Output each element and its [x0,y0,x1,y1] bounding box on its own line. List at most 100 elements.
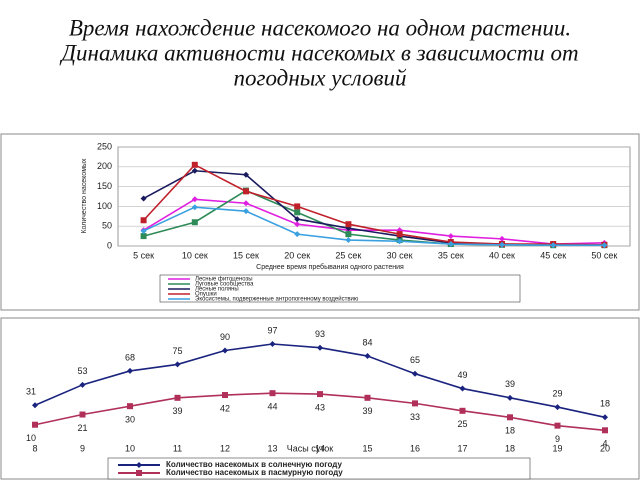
marker [396,238,403,245]
marker [32,421,38,428]
marker [294,203,301,210]
marker [554,422,561,429]
marker [412,370,418,377]
marker [191,196,198,203]
data-label: 97 [267,325,277,335]
data-label: 25 [457,419,467,429]
data-label: 4 [602,439,607,449]
slide-title: погодных условий [234,65,407,90]
marker [140,217,147,224]
marker [412,400,418,407]
data-label: 18 [505,426,515,436]
x-tick-label: 18 [505,443,515,453]
marker [317,344,323,351]
marker [345,221,352,228]
data-label: 9 [555,434,560,444]
x-tick-label: 50 сек [591,250,617,260]
x-tick-label: 14 [315,443,325,453]
data-label: 18 [600,399,610,409]
x-tick-label: 45 сек [540,250,566,260]
x-tick-label: 11 [173,443,182,453]
marker [136,462,142,468]
y-tick-label: 50 [102,221,112,231]
marker [127,403,133,410]
x-tick-label: 20 [600,443,610,453]
x-tick-label: 16 [410,443,420,453]
marker [140,233,147,240]
data-label: 30 [125,415,135,425]
marker [243,208,249,215]
marker [140,227,147,234]
x-tick-label: 35 сек [438,250,464,260]
marker [317,391,323,398]
x-tick-label: 15 сек [233,250,259,260]
data-label: 29 [552,388,562,398]
data-label: 21 [77,423,87,433]
marker [191,161,198,168]
data-label: 31 [26,387,36,397]
marker [459,385,466,392]
x-tick-label: 12 [220,443,230,453]
data-label: 49 [457,370,467,380]
marker [243,200,249,207]
marker [447,233,454,240]
x-axis-title: Часы суток [287,443,333,453]
marker [222,392,228,399]
y-tick-label: 150 [97,181,112,191]
data-label: 33 [410,412,420,422]
marker [294,216,301,223]
marker [396,231,403,238]
x-tick-label: 40 сек [489,250,515,260]
marker [345,231,352,238]
data-label: 42 [220,403,230,413]
legend-label: Количество насекомых в солнечную погоду [166,460,342,469]
marker [174,361,181,368]
series-line [143,163,605,246]
x-tick-label: 10 сек [182,250,208,260]
y-tick-label: 200 [97,161,112,171]
data-label: 75 [172,346,182,356]
slide-title: Динамика активности насекомых в зависимо… [59,40,578,65]
y-tick-label: 250 [97,141,112,151]
marker [345,237,352,244]
legend [159,274,521,303]
y-axis-title: Количество насекомых [81,158,88,234]
data-label: 65 [410,355,420,365]
marker [191,167,198,174]
marker [32,402,38,409]
data-label: 93 [315,329,325,339]
x-tick-label: 10 [125,443,135,453]
data-label: 53 [77,366,87,376]
marker [294,221,301,228]
x-tick-label: 5 сек [133,250,154,260]
data-label: 68 [125,352,135,362]
marker [499,241,505,248]
marker [294,209,301,216]
marker [136,470,142,476]
marker [269,390,276,397]
marker [554,404,561,411]
data-label: 39 [362,406,372,416]
x-tick-label: 20 сек [284,250,310,260]
marker [507,414,513,421]
y-tick-label: 100 [97,201,112,211]
legend-label: Экосистемы, подверженные антропогенному … [195,296,359,303]
x-tick-label: 19 [552,443,562,453]
x-tick-label: 17 [457,443,467,453]
marker [602,427,608,434]
series-line [143,198,605,245]
x-tick-label: 15 [362,443,372,453]
marker [243,171,249,178]
legend-label: Лесные поляны [195,287,239,293]
data-label: 43 [315,402,325,412]
series-line [143,206,605,247]
legend-label: Опушки [195,292,217,298]
marker [499,235,505,242]
marker [174,394,181,401]
marker [191,219,198,226]
legend-label: Количество насекомых в пасмурную погоду [166,468,343,477]
marker [294,231,301,238]
marker [243,188,249,195]
x-tick-label: 25 сек [335,250,361,260]
